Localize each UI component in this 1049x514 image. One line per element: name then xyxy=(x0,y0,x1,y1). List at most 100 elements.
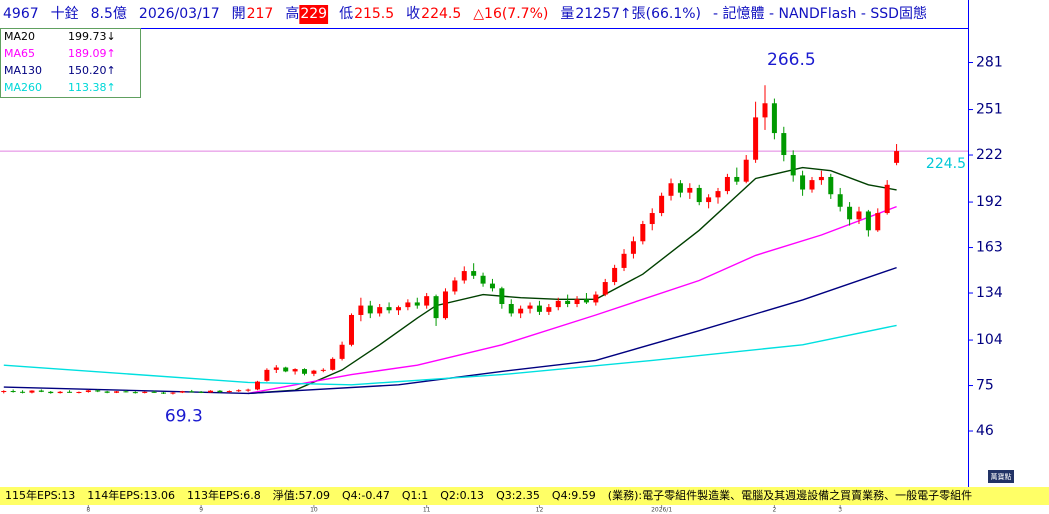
y-tick-label: 222 xyxy=(976,147,1003,163)
candle-body xyxy=(208,390,214,393)
footer-text: 淨值:57.09 xyxy=(273,489,330,502)
candle-body xyxy=(527,305,533,309)
candle-body xyxy=(330,358,336,370)
candle-body xyxy=(198,391,204,393)
candle-body xyxy=(273,367,279,370)
footer-text: Q2:0.13 xyxy=(440,489,484,502)
footer-text: Q4:9.59 xyxy=(552,489,596,502)
candle-body xyxy=(687,187,693,193)
candle-body xyxy=(48,391,54,394)
candle-body xyxy=(480,275,486,284)
legend-value: 189.09↑ xyxy=(68,47,116,60)
candle-body xyxy=(367,305,373,314)
footer-text: Q4:-0.47 xyxy=(342,489,390,502)
candle-body xyxy=(668,183,674,196)
candle-body xyxy=(104,391,110,393)
header-label: 收 xyxy=(406,6,420,22)
footer-bar xyxy=(0,487,1049,505)
candle-body xyxy=(734,176,740,182)
candle-body xyxy=(518,308,524,314)
legend-name: MA20 xyxy=(4,30,35,43)
header-value: 21257↑張(66.1%) xyxy=(575,6,701,22)
candle-body xyxy=(630,241,636,254)
candle-body xyxy=(95,390,101,392)
candle-body xyxy=(508,303,514,314)
header-value: 224.5 xyxy=(421,6,461,22)
candle-body xyxy=(461,271,467,281)
candle-body xyxy=(649,213,655,225)
candle-body xyxy=(621,253,627,268)
candle-body xyxy=(706,197,712,203)
candle-body xyxy=(264,369,270,381)
candle-body xyxy=(311,370,317,374)
candle-body xyxy=(489,283,495,289)
candle-body xyxy=(114,391,120,393)
candle-body xyxy=(10,391,16,393)
candle-body xyxy=(837,194,843,207)
legend-name: MA130 xyxy=(4,64,42,77)
candle-body xyxy=(724,176,730,192)
candle-body xyxy=(574,299,580,304)
candle-body xyxy=(320,369,326,371)
candle-body xyxy=(800,175,806,190)
candle-body xyxy=(865,211,871,231)
header-label: 低 xyxy=(339,6,353,22)
candle-body xyxy=(348,314,354,345)
candle-body xyxy=(790,155,796,176)
candle-body xyxy=(696,187,702,203)
legend-name: MA65 xyxy=(4,47,35,60)
ma-line xyxy=(3,266,897,395)
candle-body xyxy=(471,271,477,276)
candle-body xyxy=(433,296,439,319)
legend-value: 150.20↑ xyxy=(68,64,116,77)
candle-body xyxy=(283,367,289,372)
candle-body xyxy=(452,280,458,292)
candle-body xyxy=(245,389,251,391)
ma-line xyxy=(3,324,897,386)
candle-body xyxy=(189,391,195,393)
header-value: 215.5 xyxy=(354,6,394,22)
header-label: 量 xyxy=(560,6,574,22)
candle-body xyxy=(236,390,242,392)
candle-body xyxy=(809,180,815,190)
header-highlight xyxy=(299,5,329,24)
legend-name: MA260 xyxy=(4,81,42,94)
y-tick-label: 104 xyxy=(976,332,1003,348)
candle-body xyxy=(123,391,129,393)
footer-text: 113年EPS:6.8 xyxy=(187,488,261,502)
footer-text: Q1:1 xyxy=(402,489,428,502)
y-tick-label: 46 xyxy=(976,423,994,439)
y-tick-label: 192 xyxy=(976,194,1003,210)
legend-box xyxy=(0,28,141,98)
candle-body xyxy=(170,392,176,394)
candle-body xyxy=(29,390,35,393)
candle-body xyxy=(602,282,608,295)
candle-body xyxy=(565,300,571,304)
x-tick-label: 10 xyxy=(310,507,318,514)
candle-body xyxy=(781,133,787,156)
candle-body xyxy=(499,288,505,304)
legend-value: 113.38↑ xyxy=(68,81,116,94)
x-tick-label: 2026/1 xyxy=(651,507,672,514)
header-value: 8.5億 xyxy=(91,6,127,22)
candle-body xyxy=(151,391,157,393)
candle-body xyxy=(743,159,749,182)
candle-body xyxy=(847,206,853,220)
candle-body xyxy=(38,390,44,392)
header-value: 229 xyxy=(300,6,327,22)
candle-body xyxy=(818,176,824,181)
candle-body xyxy=(301,369,307,374)
candle-body xyxy=(255,381,261,390)
candle-body xyxy=(442,291,448,319)
x-tick-label: 8 xyxy=(86,507,90,514)
candle-body xyxy=(57,391,63,394)
y-tick-label: 281 xyxy=(976,54,1003,70)
candle-body xyxy=(875,213,881,231)
candle-body xyxy=(292,369,298,372)
candle-body xyxy=(894,151,900,163)
reference-label: 224.5 xyxy=(926,156,966,172)
candle-body xyxy=(142,391,148,393)
price-annotation: 266.5 xyxy=(767,50,816,70)
